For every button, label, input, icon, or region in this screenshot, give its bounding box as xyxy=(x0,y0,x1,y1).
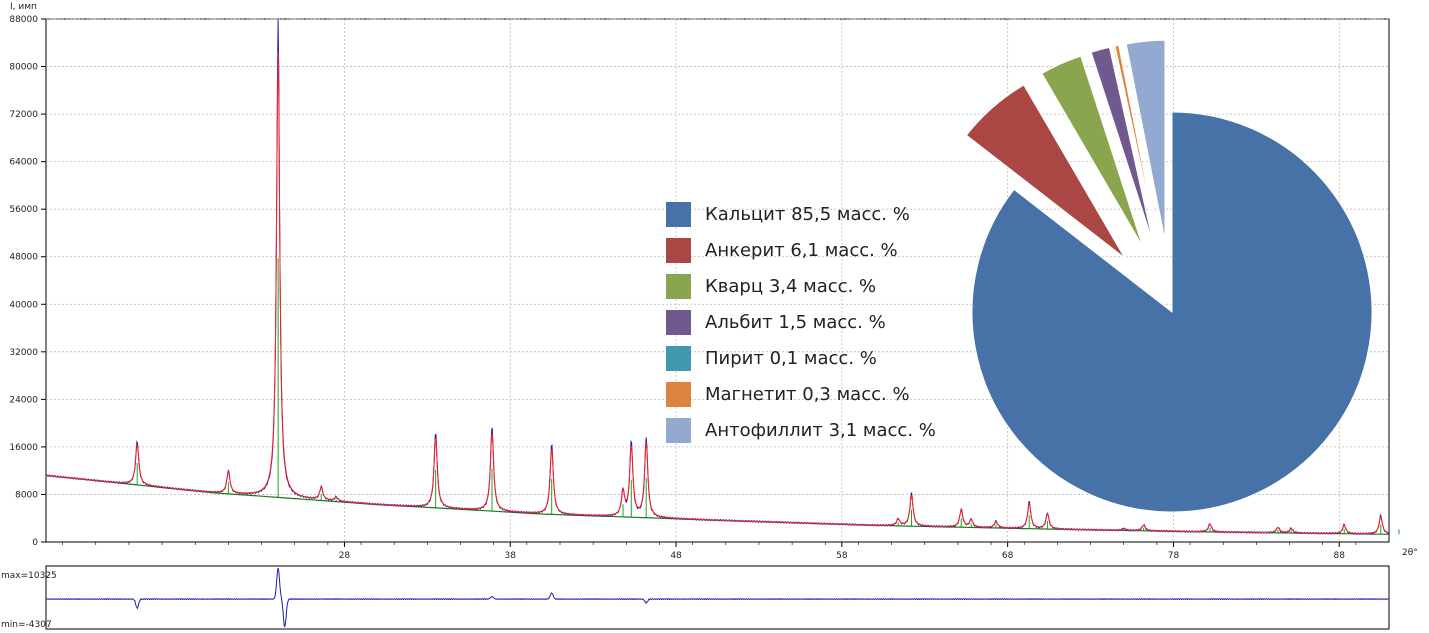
legend-item: Пирит 0,1 масс. % xyxy=(666,340,936,376)
difference-plot-area xyxy=(45,565,1390,630)
x-tick-label: 88 xyxy=(1334,551,1346,561)
legend-swatch xyxy=(666,309,691,335)
x-tick-label: 48 xyxy=(670,551,682,561)
legend-label: Пирит 0,1 масс. % xyxy=(705,347,877,369)
legend-item: Антофиллит 3,1 масс. % xyxy=(666,412,936,448)
y-tick-label: 16000 xyxy=(9,443,38,453)
legend-swatch xyxy=(666,381,691,407)
difference-max-label: max=10325 xyxy=(1,571,57,581)
pie-slice xyxy=(1125,39,1166,241)
y-tick-label: 40000 xyxy=(9,300,38,310)
legend-swatch xyxy=(666,273,691,299)
y-tick-label: 88000 xyxy=(9,15,38,25)
difference-line xyxy=(45,567,1389,628)
legend-item: Анкерит 6,1 масс. % xyxy=(666,232,936,268)
x-tick-label: 68 xyxy=(1002,551,1014,561)
legend-label: Кварц 3,4 масс. % xyxy=(705,275,877,297)
legend-label: Анкерит 6,1 масс. % xyxy=(705,239,898,261)
legend-swatch xyxy=(666,417,691,443)
y-tick-label: 72000 xyxy=(9,110,38,120)
pie-legend: Кальцит 85,5 масс. % Анкерит 6,1 масс. % К… xyxy=(666,196,936,448)
x-axis-label: 2θ° xyxy=(1402,548,1418,558)
x-tick-label: 38 xyxy=(505,551,517,561)
x-tick-label: 28 xyxy=(339,551,351,561)
y-tick-label: 56000 xyxy=(9,205,38,215)
legend-label: Кальцит 85,5 масс. % xyxy=(705,203,910,225)
pattern-lines xyxy=(45,18,1400,535)
y-tick-label: 8000 xyxy=(15,490,38,500)
phase-pie-chart xyxy=(965,39,1373,513)
pie-slice xyxy=(971,111,1373,513)
difference-trace xyxy=(45,567,1389,628)
y-tick-label: 24000 xyxy=(9,395,38,405)
legend-swatch xyxy=(666,237,691,263)
legend-label: Магнетит 0,3 масс. % xyxy=(705,383,910,405)
legend-item: Кварц 3,4 масс. % xyxy=(666,268,936,304)
y-tick-label: 64000 xyxy=(9,158,38,168)
x-axis-tick-labels: 28 38 48 58 68 78 88 xyxy=(339,551,1346,561)
legend-item: Кальцит 85,5 масс. % xyxy=(666,196,936,232)
difference-min-label: min=-4307 xyxy=(1,620,52,630)
pie-slice xyxy=(1114,44,1158,242)
calculated-line xyxy=(46,52,1389,535)
pie-slice xyxy=(1112,45,1157,242)
legend-swatch xyxy=(666,345,691,371)
y-tick-label: 0 xyxy=(32,538,38,548)
y-tick-label: 80000 xyxy=(9,63,38,73)
y-tick-label: 48000 xyxy=(9,253,38,263)
legend-item: Магнетит 0,3 масс. % xyxy=(666,376,936,412)
y-axis-tick-labels: 0 8000 16000 24000 32000 40000 48000 56000 64000… xyxy=(9,15,38,548)
x-tick-label: 58 xyxy=(836,551,848,561)
legend-item: Альбит 1,5 масс. % xyxy=(666,304,936,340)
pie-slice xyxy=(965,84,1126,259)
pie-slice xyxy=(1041,55,1144,247)
y-axis-label: I, имп xyxy=(10,2,37,12)
legend-label: Альбит 1,5 масс. % xyxy=(705,311,886,333)
legend-label: Антофиллит 3,1 масс. % xyxy=(705,419,936,441)
y-tick-label: 32000 xyxy=(9,348,38,358)
pie-slice xyxy=(1090,46,1154,243)
legend-swatch xyxy=(666,201,691,227)
x-tick-label: 78 xyxy=(1168,551,1180,561)
